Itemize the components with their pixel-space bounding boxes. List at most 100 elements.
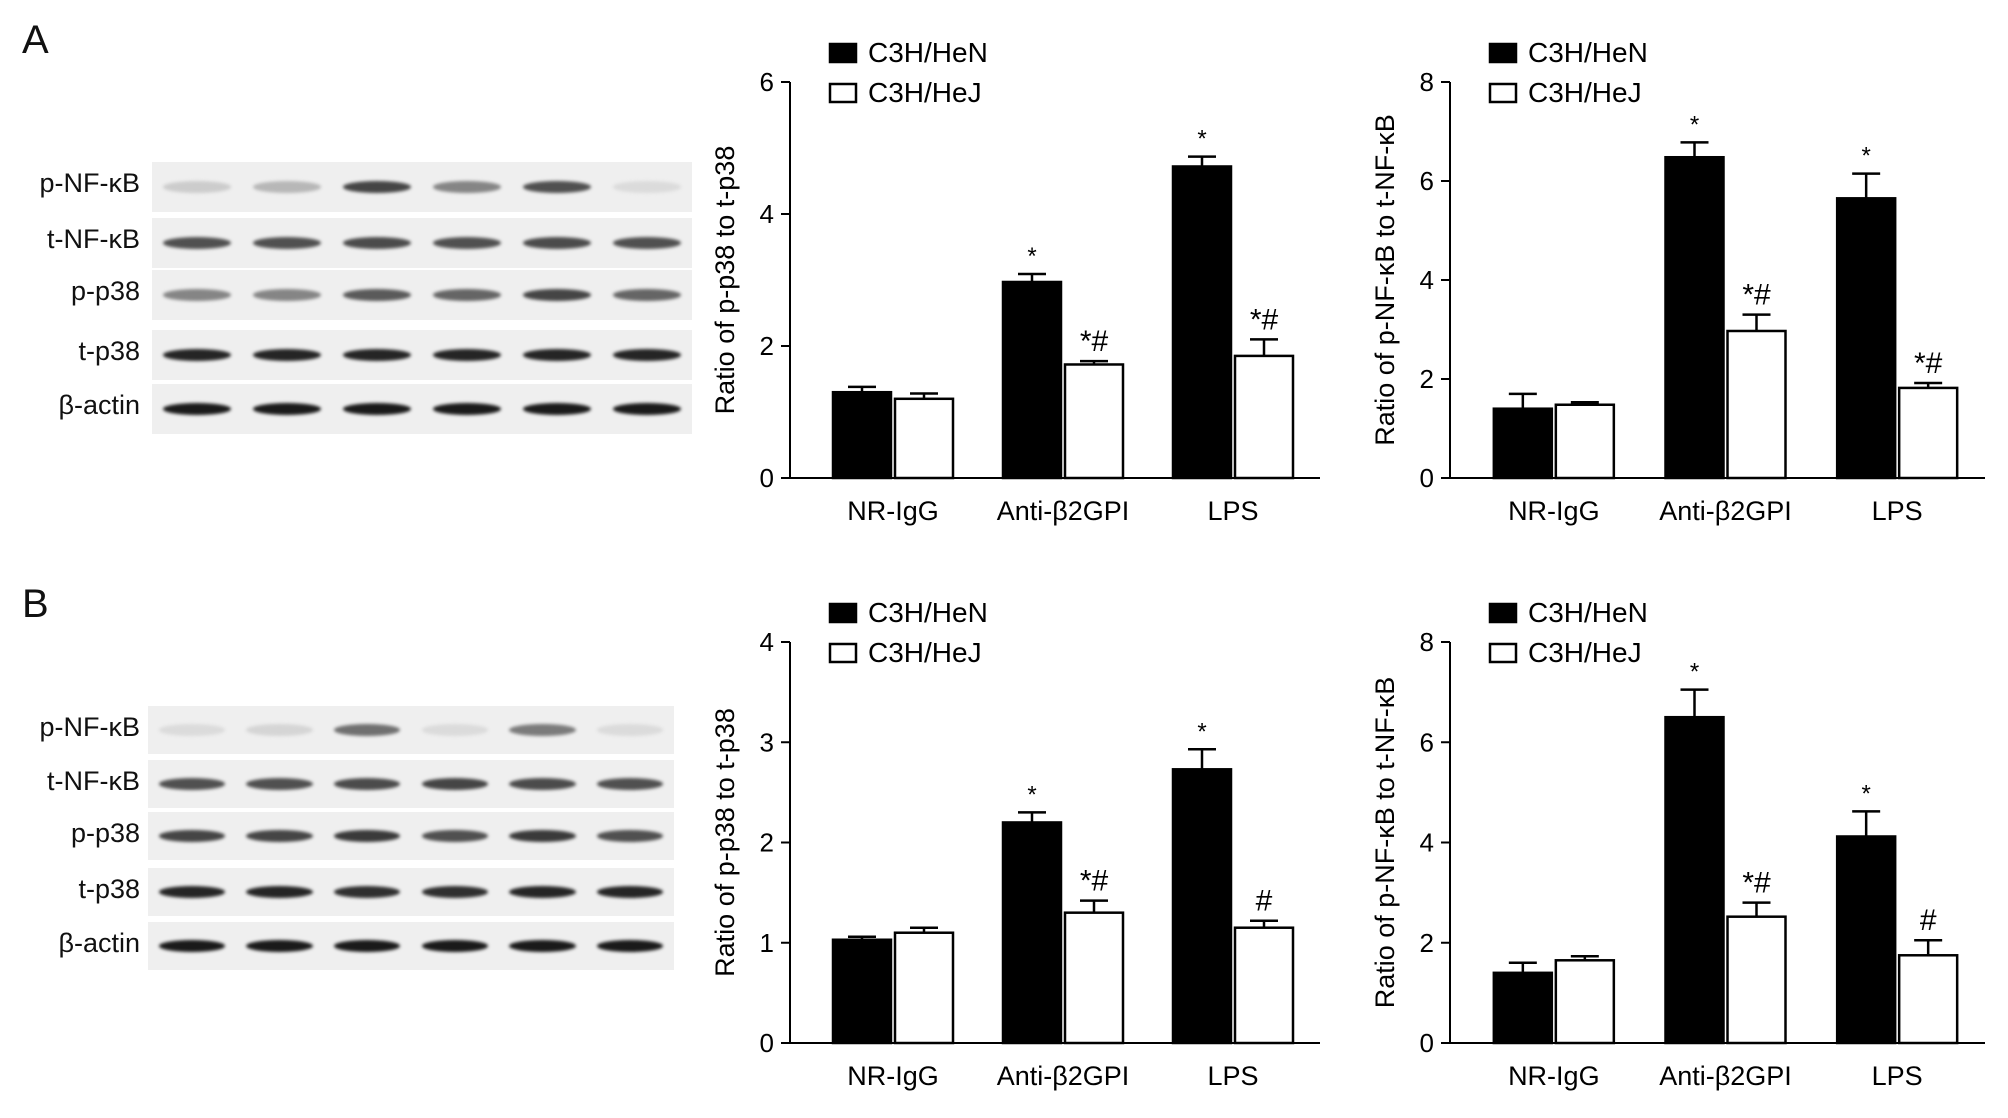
bar-heN [1835,835,1897,1045]
bar-heJ [1554,959,1616,1045]
legend-swatch [828,82,858,104]
blot-row-label: t-NF-κB [47,224,140,254]
y-tick-label: 8 [1420,67,1434,97]
blot-band [421,778,489,790]
x-tick-label: Anti-β2GPI [997,1061,1130,1091]
significance-label: * [1690,659,1699,686]
legend-label: C3H/HeN [868,37,988,68]
bar-heJ [893,397,955,480]
blot-band [333,830,401,842]
x-tick-label: NR-IgG [1508,1061,1600,1091]
blot-band [509,830,576,842]
legend-label: C3H/HeN [1528,37,1648,68]
blot-strip [152,218,692,268]
legend-swatch [1488,602,1518,624]
blot-band [162,403,232,415]
significance-label: * [1690,111,1699,138]
x-tick-label: Anti-β2GPI [1659,496,1792,526]
bar-heJ [1063,911,1125,1045]
blot-band [421,830,489,842]
bar-heN [1492,407,1554,480]
bar-heJ [1726,915,1787,1045]
blot-band [421,724,489,736]
y-tick-label: 3 [760,727,774,757]
legend-label: C3H/HeJ [868,77,982,108]
y-tick-label: 6 [760,67,774,97]
x-tick-label: NR-IgG [847,496,939,526]
significance-label: * [1197,718,1206,745]
blot-band [333,886,401,898]
blot-band [612,289,682,301]
legend-swatch [1488,82,1518,104]
blot-row-label: p-p38 [70,818,140,848]
legend-label: C3H/HeN [1528,597,1648,628]
blot-band [612,403,682,415]
blot-band [596,778,664,790]
y-tick-label: 2 [760,331,774,361]
bar-heN [1664,155,1725,480]
significance-label: # [1256,885,1273,918]
significance-label: *# [1742,279,1771,312]
significance-label: *# [1080,325,1109,358]
significance-label: * [1861,143,1870,170]
blot-row-label: β-actin [58,390,140,420]
bar-chart-a-p38: 0 2 4 6 Ratio of p-p38 to t-p38 NR-IgG Anti-β2… [710,37,1320,526]
blot-row-label: p-p38 [70,276,140,306]
bar-heJ [1897,954,1959,1045]
bar-heN [1492,971,1554,1045]
bar-chart-b-p38: 0 1 2 3 4 Ratio of p-p38 to t-p38 NR-IgG Anti-β… [710,597,1320,1091]
blot-row-label: t-NF-κB [47,766,140,796]
blot-band [246,724,313,736]
y-tick-label: 6 [1420,166,1434,196]
blot-band [158,778,226,790]
blot-strip [152,330,692,380]
blot-band [333,724,401,736]
bar-heN [1664,715,1725,1045]
panel-letter-b: B [22,582,49,626]
bar-heN [831,390,893,480]
blot-band [252,349,322,361]
blot-band [162,181,232,193]
y-axis-label: Ratio of p-p38 to t-p38 [710,708,740,977]
bar-heJ [893,931,955,1045]
legend-label: C3H/HeJ [868,637,982,668]
significance-label: * [1027,781,1036,808]
legend-label: C3H/HeN [868,597,988,628]
blot-band [246,886,313,898]
bar-heN [1171,768,1233,1045]
legend-label: C3H/HeJ [1528,637,1642,668]
significance-label: # [1920,904,1937,937]
significance-label: * [1861,780,1870,807]
blot-row-label: t-p38 [78,874,140,904]
bar-chart-b-nfkb: 0 2 4 6 8 Ratio of p-NF-κB to t-NF-κB NR-IgG An… [1370,597,1985,1091]
blot-band [612,349,682,361]
y-tick-label: 0 [760,463,774,493]
blot-band [342,403,412,415]
blot-band [522,289,592,301]
blot-band [158,830,226,842]
bar-heJ [1233,926,1295,1045]
blot-band [158,886,226,898]
x-tick-label: LPS [1207,496,1258,526]
blot-band [596,830,664,842]
blot-band [509,778,576,790]
blot-band [246,830,313,842]
blot-band [432,237,502,249]
blot-strip [148,868,674,916]
legend-swatch [828,602,858,624]
significance-label: *# [1742,867,1771,900]
blot-band [158,940,226,952]
y-axis-label: Ratio of p-NF-κB to t-NF-κB [1370,677,1400,1009]
y-tick-label: 4 [1420,828,1434,858]
blot-band [612,237,682,249]
blot-row-label: p-NF-κB [39,168,141,198]
blot-strip [152,162,692,212]
y-tick-label: 0 [760,1028,774,1058]
legend-swatch [828,42,858,64]
bar-heN [831,938,893,1045]
blot-band [432,349,502,361]
y-tick-label: 4 [1420,265,1434,295]
x-tick-label: Anti-β2GPI [1659,1061,1792,1091]
y-tick-label: 8 [1420,627,1434,657]
y-tick-label: 1 [760,928,774,958]
